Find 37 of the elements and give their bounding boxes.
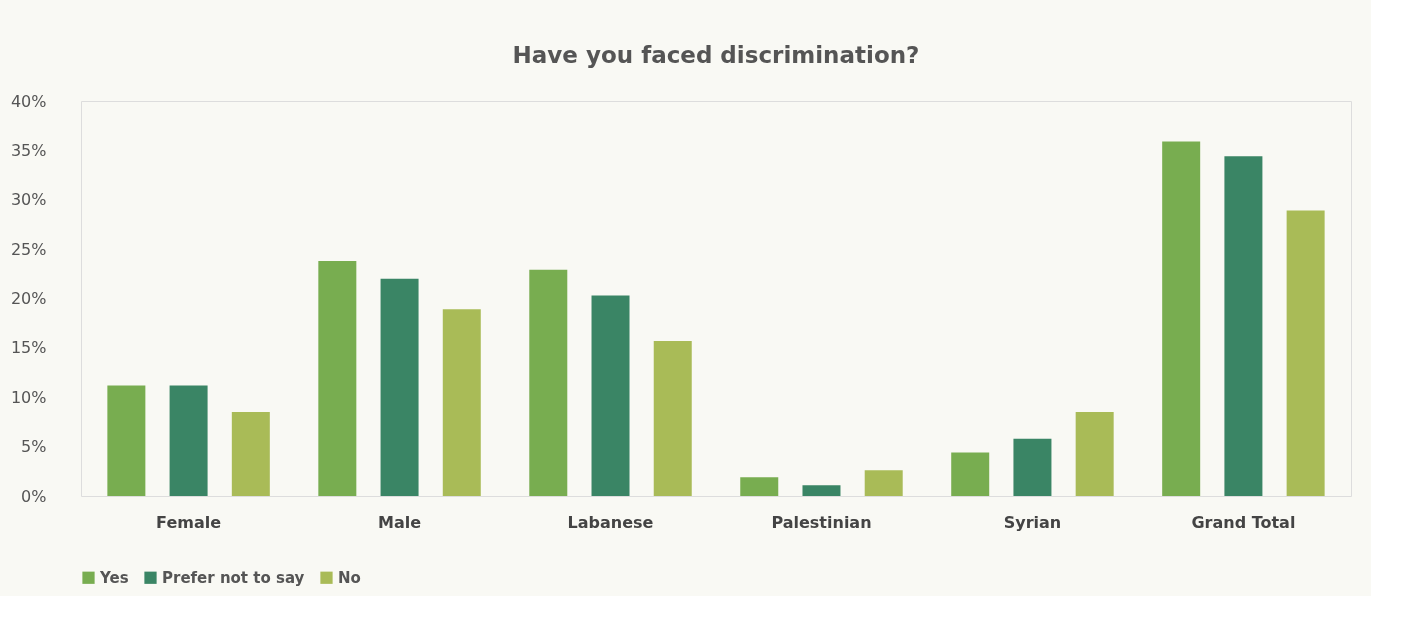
x-tick-label: Labanese xyxy=(567,512,654,532)
bar xyxy=(802,485,841,496)
bar xyxy=(864,470,903,496)
legend-label: Yes xyxy=(99,568,129,587)
bar xyxy=(169,385,208,496)
bar xyxy=(318,260,357,496)
bar xyxy=(231,412,270,496)
legend-label: Prefer not to say xyxy=(162,568,305,587)
bar xyxy=(1013,438,1052,496)
bar xyxy=(1224,156,1263,496)
bar xyxy=(380,278,419,496)
y-tick-label: 15% xyxy=(10,338,47,358)
bar xyxy=(1286,210,1325,496)
y-tick-label: 5% xyxy=(21,437,47,457)
bar xyxy=(740,477,779,496)
legend-label: No xyxy=(338,568,361,587)
y-tick-label: 25% xyxy=(10,239,47,259)
bar xyxy=(107,385,146,496)
y-tick-label: 10% xyxy=(10,387,47,407)
bar xyxy=(1075,412,1114,496)
bar xyxy=(529,269,568,496)
x-tick-label: Male xyxy=(378,512,422,532)
y-tick-label: 20% xyxy=(10,289,47,308)
y-tick-label: 0% xyxy=(21,486,47,506)
x-tick-label: Palestinian xyxy=(771,512,872,532)
y-tick-label: 40% xyxy=(10,91,47,111)
bar xyxy=(591,295,630,496)
bar xyxy=(951,452,990,496)
y-tick-label: 35% xyxy=(10,140,47,160)
y-tick-label: 30% xyxy=(10,190,47,210)
x-tick-label: Syrian xyxy=(1003,512,1062,532)
bar xyxy=(442,309,481,496)
bar xyxy=(1162,141,1201,496)
x-tick-label: Grand Total xyxy=(1191,512,1296,532)
x-tick-label: Female xyxy=(156,512,222,532)
chart-title: Have you faced discrimination? xyxy=(512,42,920,68)
bar xyxy=(653,340,692,496)
